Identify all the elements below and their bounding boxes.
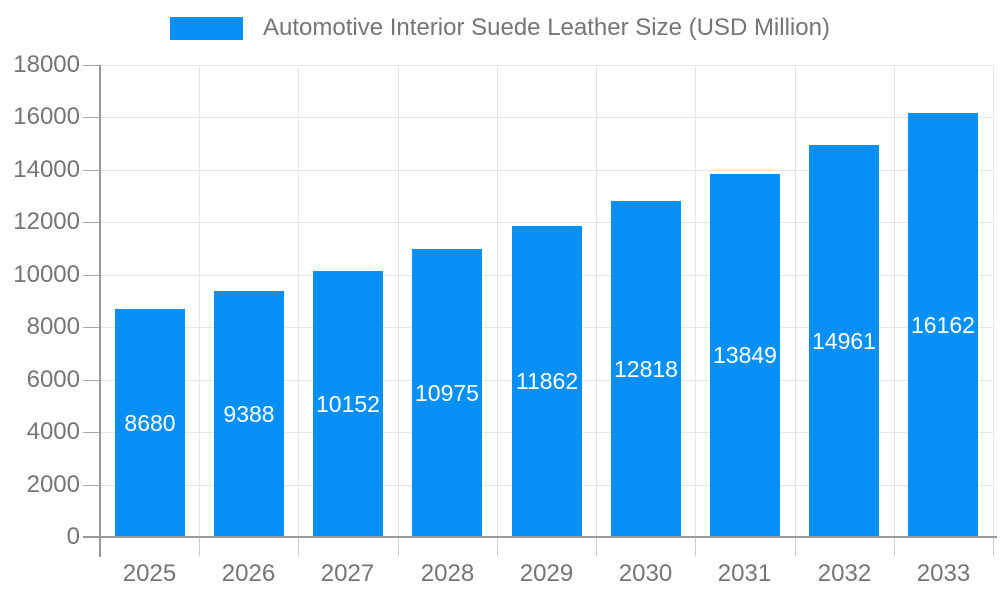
y-axis-label: 4000 <box>26 418 80 445</box>
x-gridline <box>993 65 994 537</box>
y-tick <box>83 117 100 118</box>
y-axis-label: 12000 <box>13 208 80 235</box>
x-tick <box>298 537 299 556</box>
x-gridline <box>398 65 399 537</box>
legend-title: Automotive Interior Suede Leather Size (… <box>263 14 830 41</box>
bar-value-label: 16162 <box>911 311 975 338</box>
y-axis-label: 10000 <box>13 261 80 288</box>
y-tick <box>83 275 100 276</box>
bar-value-label: 10152 <box>316 390 380 417</box>
x-axis-label: 2028 <box>420 560 475 587</box>
y-tick <box>83 485 100 486</box>
y-gridline <box>100 170 993 171</box>
y-tick <box>83 222 100 223</box>
x-axis-label: 2033 <box>916 560 971 587</box>
bar: 11862 <box>512 226 582 537</box>
bar: 13849 <box>710 174 780 537</box>
x-tick <box>795 537 796 556</box>
bar-value-label: 11862 <box>515 368 579 394</box>
bar-value-label: 13849 <box>713 342 777 368</box>
x-axis-label: 2030 <box>618 560 673 587</box>
y-axis-label: 6000 <box>26 366 80 393</box>
x-gridline <box>795 65 796 537</box>
x-tick <box>695 537 696 556</box>
x-axis-label: 2031 <box>717 560 772 587</box>
legend-swatch <box>170 16 244 40</box>
y-tick <box>83 170 100 171</box>
y-axis-label: 16000 <box>13 103 80 130</box>
x-gridline <box>596 65 597 537</box>
bar: 8680 <box>115 309 185 537</box>
y-axis-line <box>99 65 101 557</box>
x-gridline <box>894 65 895 537</box>
y-axis-label: 18000 <box>13 51 80 78</box>
x-tick <box>596 537 597 556</box>
x-axis-label: 2029 <box>519 560 574 587</box>
x-tick <box>993 537 994 556</box>
y-tick <box>83 380 100 381</box>
x-gridline <box>298 65 299 537</box>
x-tick <box>894 537 895 556</box>
y-tick <box>83 65 100 66</box>
x-axis-label: 2027 <box>320 560 375 587</box>
bar-value-label: 8680 <box>124 409 176 436</box>
y-tick <box>83 432 100 433</box>
y-axis-label: 0 <box>66 523 80 550</box>
x-gridline <box>199 65 200 537</box>
bar-value-label: 14961 <box>812 327 876 354</box>
x-axis-line <box>83 536 997 538</box>
y-gridline <box>100 222 993 223</box>
y-gridline <box>100 117 993 118</box>
bar: 14961 <box>809 145 879 537</box>
x-tick <box>199 537 200 556</box>
bar-value-label: 10975 <box>415 379 479 406</box>
x-axis-label: 2026 <box>221 560 276 587</box>
bar: 10975 <box>412 249 482 537</box>
bar: 9388 <box>214 291 284 537</box>
bar: 16162 <box>908 113 978 537</box>
bar: 12818 <box>611 201 681 537</box>
y-axis-label: 8000 <box>26 313 80 340</box>
x-axis-label: 2032 <box>817 560 872 587</box>
y-gridline <box>100 65 993 66</box>
y-tick <box>83 327 100 328</box>
x-tick <box>398 537 399 556</box>
x-gridline <box>695 65 696 537</box>
y-axis-label: 14000 <box>13 156 80 183</box>
bar-value-label: 9388 <box>223 400 275 427</box>
y-axis-label: 2000 <box>26 471 80 498</box>
bar: 10152 <box>313 271 383 537</box>
chart-legend: Automotive Interior Suede Leather Size (… <box>0 14 1000 42</box>
x-gridline <box>497 65 498 537</box>
x-axis-label: 2025 <box>122 560 177 587</box>
x-tick <box>497 537 498 556</box>
bar-value-label: 12818 <box>614 355 678 382</box>
